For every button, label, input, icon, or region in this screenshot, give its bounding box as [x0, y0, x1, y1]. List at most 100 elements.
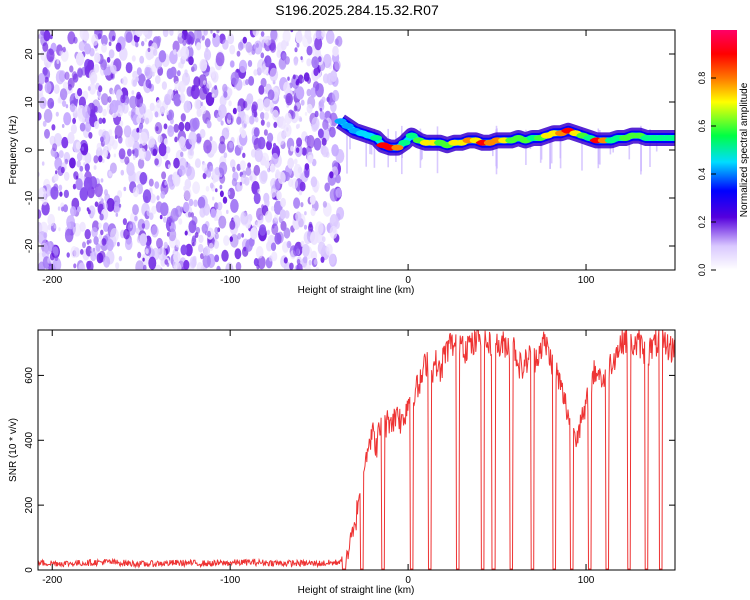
noise-cell: [75, 178, 83, 191]
noise-cell: [177, 210, 181, 215]
noise-cell: [307, 154, 314, 164]
noise-cell: [314, 37, 323, 51]
noise-cell: [89, 239, 92, 244]
noise-cell: [293, 158, 298, 165]
streak-cell: [365, 129, 367, 167]
noise-cell: [293, 197, 301, 209]
noise-cell: [61, 136, 69, 149]
noise-cell: [214, 85, 218, 90]
noise-cell: [53, 84, 60, 94]
noise-cell: [160, 202, 169, 217]
noise-cell: [306, 45, 313, 56]
noise-cell: [203, 49, 212, 61]
noise-cell: [214, 254, 220, 263]
noise-cell: [247, 60, 253, 67]
noise-cell: [321, 145, 329, 158]
noise-cell: [173, 123, 180, 133]
noise-cell: [86, 239, 90, 245]
noise-cell: [229, 220, 236, 230]
noise-cell: [156, 35, 162, 44]
noise-cell: [82, 104, 91, 119]
noise-cell: [90, 247, 94, 252]
noise-cell: [46, 48, 55, 62]
noise-cell: [139, 55, 145, 64]
noise-cell: [257, 59, 266, 73]
noise-cell: [248, 237, 255, 247]
noise-cell: [241, 233, 245, 238]
noise-cell: [80, 143, 89, 156]
noise-cell: [245, 79, 249, 86]
noise-cell: [132, 204, 139, 216]
noise-cell: [156, 195, 160, 201]
noise-cell: [158, 50, 167, 63]
noise-cell: [301, 78, 305, 83]
noise-cell: [173, 49, 177, 55]
noise-cell: [82, 30, 90, 42]
noise-cell: [315, 83, 324, 98]
noise-cell: [173, 93, 182, 107]
noise-cell: [198, 243, 204, 253]
noise-cell: [62, 81, 69, 91]
colorbar-tick-label: 0.6: [697, 120, 707, 133]
x-tick-label: 0: [405, 275, 411, 286]
figure-title: S196.2025.284.15.32.R07: [275, 2, 439, 18]
noise-cell: [82, 241, 86, 249]
noise-cell: [178, 136, 186, 148]
noise-cell: [88, 132, 93, 139]
noise-cell: [38, 209, 42, 220]
noise-cell: [240, 146, 243, 151]
noise-cell: [269, 235, 274, 243]
noise-cell: [296, 42, 300, 48]
noise-cell: [188, 198, 194, 207]
noise-cell: [238, 41, 244, 51]
noise-cell: [293, 163, 303, 179]
noise-cell: [273, 121, 278, 128]
noise-cell: [306, 76, 311, 84]
noise-cell: [113, 153, 117, 158]
noise-cell: [240, 129, 247, 139]
noise-cell: [96, 142, 102, 151]
noise-cell: [282, 30, 291, 43]
x-tick-label: -100: [220, 275, 240, 286]
noise-cell: [38, 112, 42, 121]
y-tick-label: 200: [24, 496, 35, 513]
noise-cell: [280, 197, 286, 208]
noise-cell: [148, 178, 154, 187]
spectrogram-y-axis: -20 -10 0 10 20: [24, 48, 675, 253]
noise-cell: [201, 35, 205, 41]
noise-cell: [198, 234, 204, 244]
noise-cell: [64, 228, 74, 243]
noise-cell: [113, 201, 121, 213]
noise-cell: [144, 37, 148, 43]
noise-cell: [269, 163, 276, 173]
noise-cell: [321, 30, 326, 38]
noise-cell: [274, 232, 282, 245]
noise-cell: [199, 58, 208, 72]
noise-cell: [297, 123, 301, 129]
noise-cell: [135, 30, 143, 37]
noise-cell: [264, 160, 270, 169]
noise-cell: [335, 149, 345, 164]
noise-cell: [118, 255, 123, 262]
noise-cell: [157, 247, 167, 261]
noise-cell: [69, 157, 76, 169]
noise-cell: [173, 157, 180, 169]
noise-cell: [53, 173, 59, 182]
noise-cell: [77, 206, 81, 213]
noise-cell: [38, 261, 46, 270]
noise-cell: [38, 82, 43, 92]
noise-cell: [110, 228, 119, 243]
noise-cell: [58, 150, 64, 159]
noise-cell: [177, 30, 183, 38]
noise-cell: [214, 166, 220, 176]
noise-cell: [124, 30, 133, 43]
y-tick-label: 10: [24, 96, 35, 108]
noise-cell: [136, 127, 140, 133]
noise-cell: [266, 241, 273, 252]
noise-cell: [123, 228, 130, 240]
colorbar-tick-label: 0.4: [697, 168, 707, 181]
noise-cell: [51, 124, 56, 131]
noise-cell: [156, 99, 162, 109]
colorbar-tick-label: 0.0: [697, 264, 707, 277]
noise-cell: [266, 121, 271, 128]
